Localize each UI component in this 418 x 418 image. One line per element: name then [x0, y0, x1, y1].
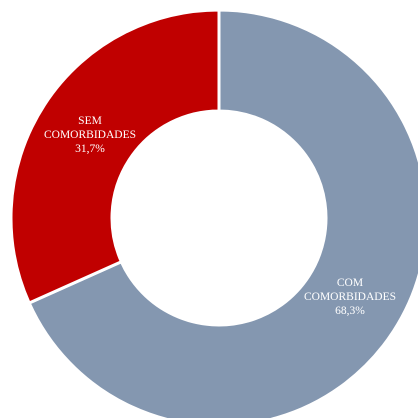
slices-layer: [9, 8, 418, 418]
slice-label-1-line-2: 31,7%: [75, 143, 105, 155]
labels-layer: COM COMORBIDADES 68,3% SEM COMORBIDADES 31,7%: [44, 115, 396, 317]
slice-label-1-line-0: SEM: [78, 115, 102, 127]
slice-label-0: COM COMORBIDADES 68,3%: [304, 277, 396, 317]
slice-label-1: SEM COMORBIDADES 31,7%: [44, 115, 136, 155]
slice-label-0-line-1: COMORBIDADES: [304, 291, 396, 303]
slice-label-0-line-0: COM: [337, 277, 363, 289]
slice-label-1-line-1: COMORBIDADES: [44, 129, 136, 141]
slice-label-0-line-2: 68,3%: [335, 305, 365, 317]
donut-slice-1: [9, 8, 221, 305]
donut-slice-0: [27, 8, 418, 418]
